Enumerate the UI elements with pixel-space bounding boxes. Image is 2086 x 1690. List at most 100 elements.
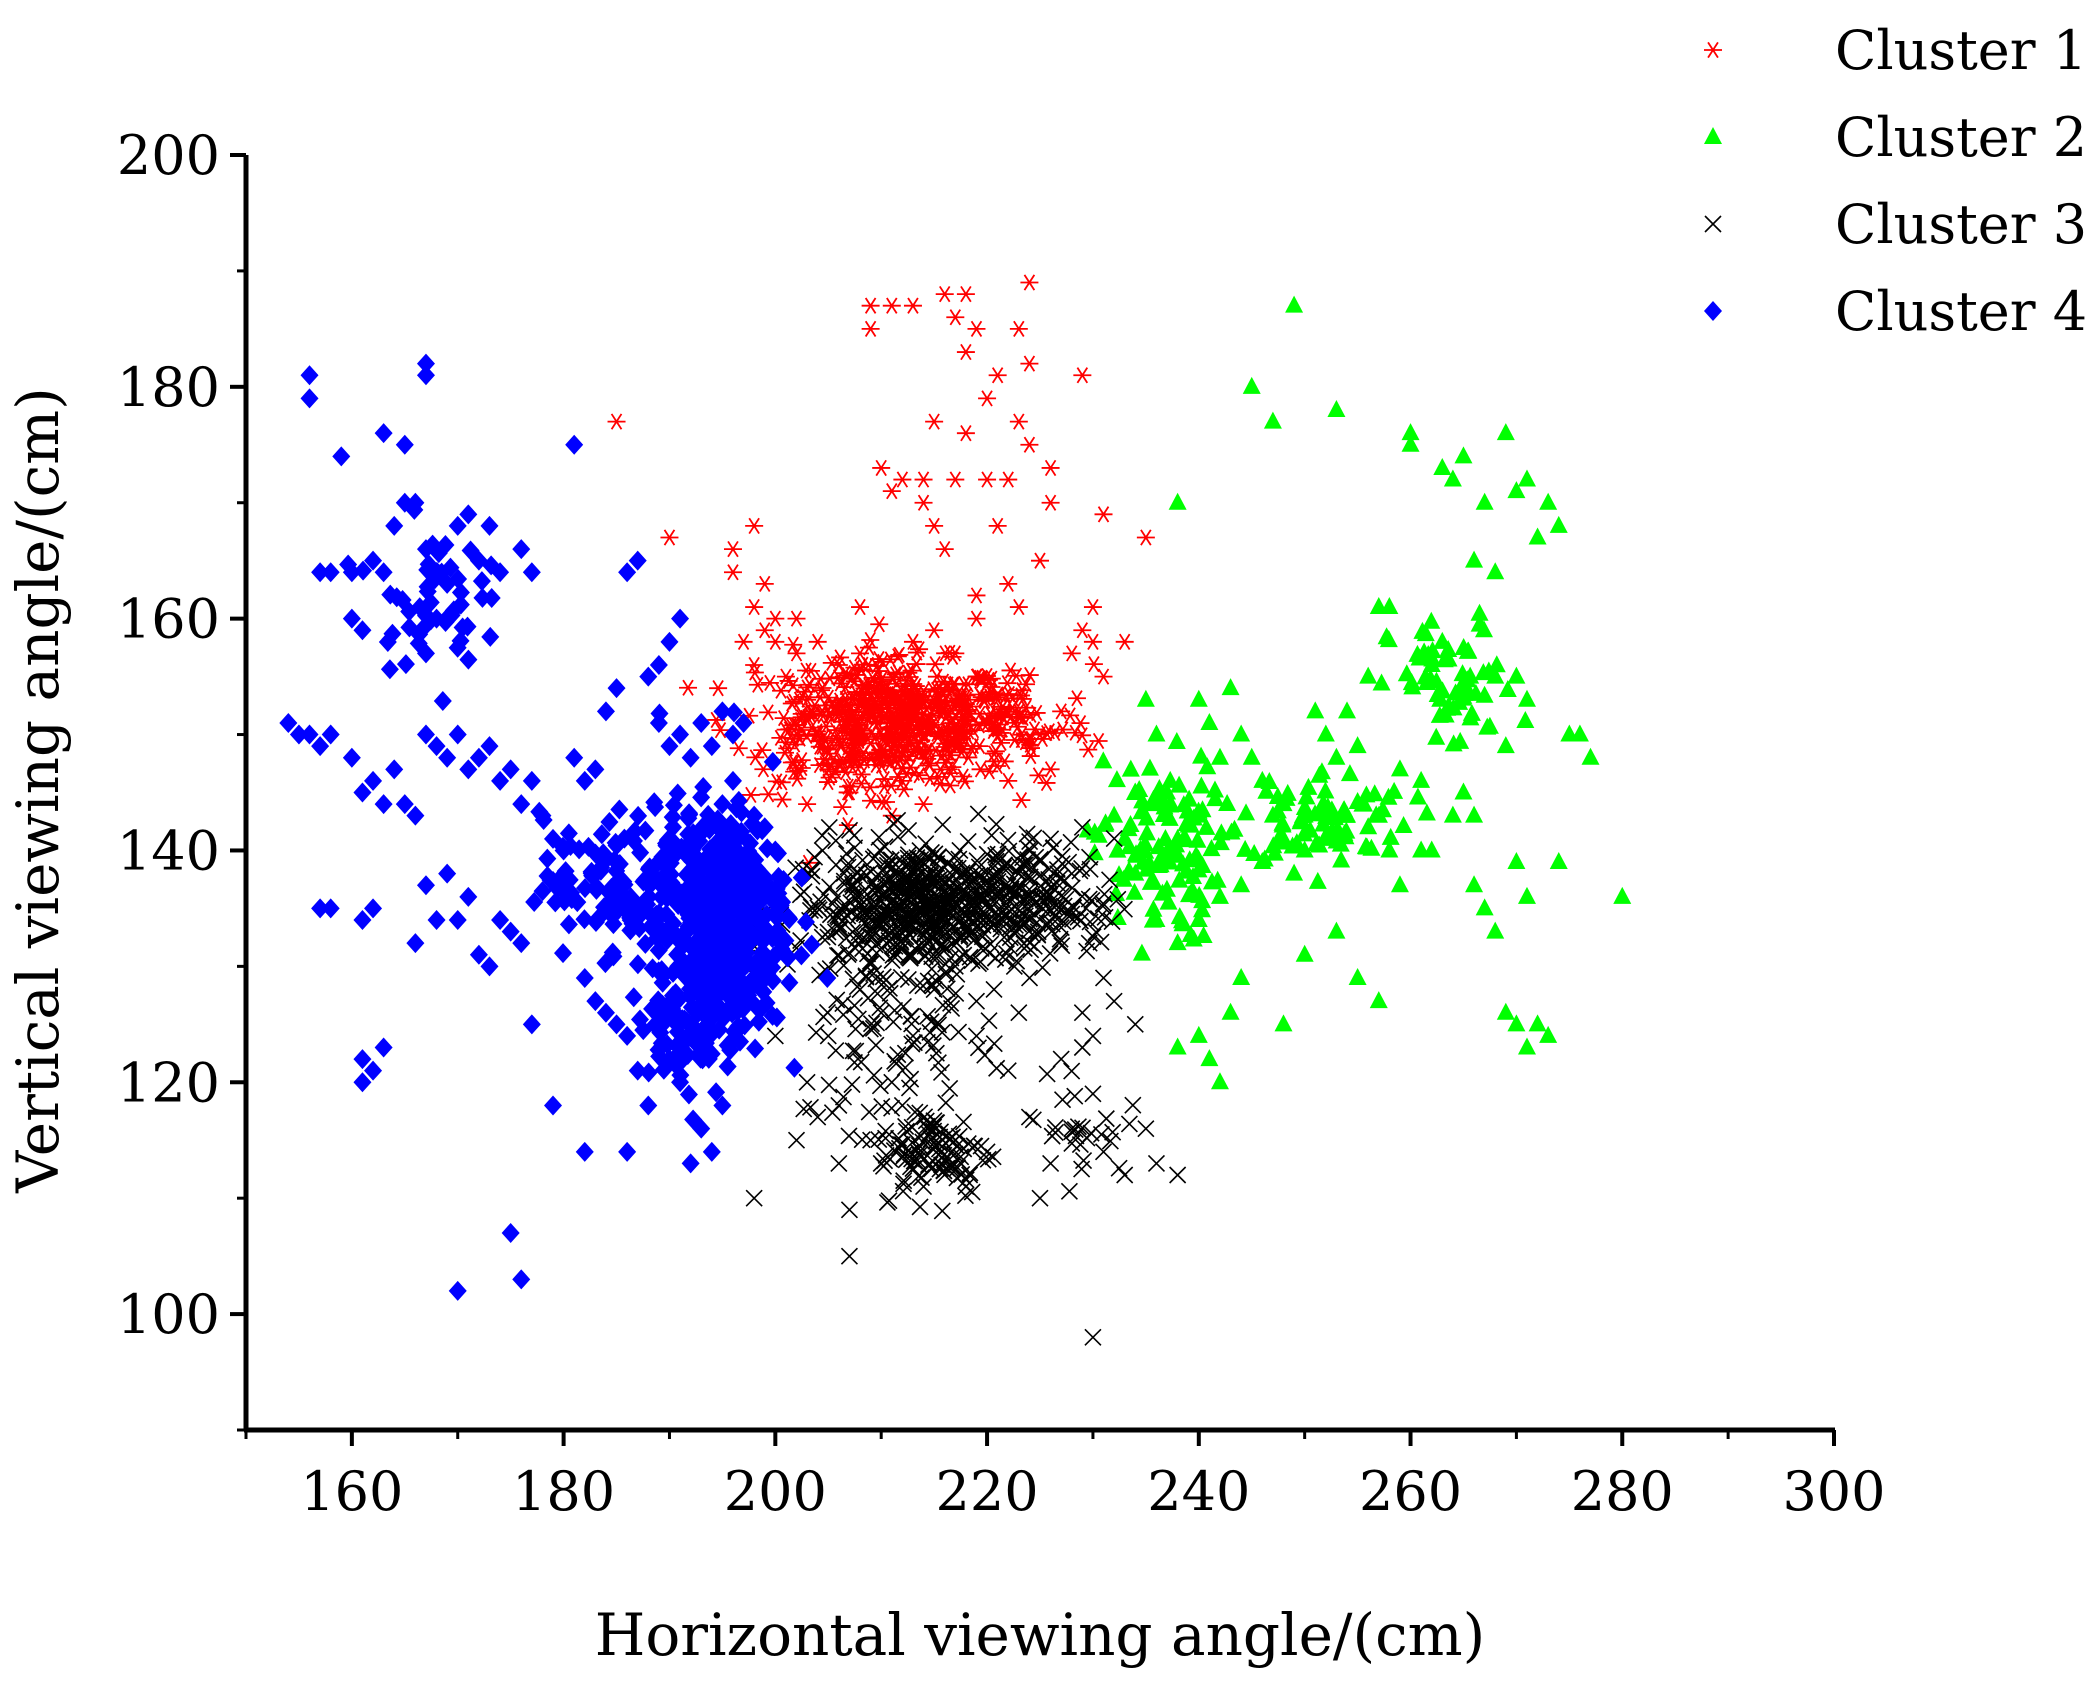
data-point — [903, 1035, 921, 1053]
data-point — [1314, 814, 1333, 832]
data-point — [1188, 830, 1207, 848]
data-point — [1094, 506, 1113, 523]
data-point — [1478, 717, 1497, 735]
data-point — [1126, 863, 1145, 881]
data-point — [845, 868, 863, 886]
data-point — [999, 772, 1018, 790]
data-point — [1193, 891, 1212, 909]
data-point — [886, 1052, 904, 1070]
data-point — [1053, 847, 1071, 865]
data-point — [1465, 805, 1484, 823]
data-point — [1020, 436, 1039, 453]
y-tick-label-180: 180 — [117, 356, 220, 419]
data-point — [967, 668, 986, 685]
data-point — [1221, 678, 1240, 696]
data-point — [840, 1201, 859, 1219]
data-point — [1517, 689, 1536, 707]
data-point — [772, 682, 791, 699]
x-tick-label-160: 160 — [300, 1460, 403, 1523]
data-point — [1517, 886, 1536, 904]
data-point — [1197, 817, 1216, 835]
data-point — [1253, 852, 1272, 870]
y-tick-label-160: 160 — [117, 588, 220, 651]
data-point — [681, 747, 700, 768]
data-point — [1105, 992, 1123, 1010]
data-point — [889, 828, 907, 846]
data-point — [1295, 805, 1314, 823]
data-point — [967, 1027, 986, 1045]
data-point — [554, 943, 573, 964]
data-point — [1004, 714, 1023, 731]
data-point — [1549, 852, 1568, 870]
data-point — [1332, 850, 1351, 868]
legend-marker-4 — [1704, 301, 1722, 321]
data-point — [862, 792, 881, 809]
data-point — [956, 695, 975, 713]
x-tick-label-200: 200 — [724, 1460, 827, 1523]
data-point — [1066, 724, 1085, 741]
x-tick-label-260: 260 — [1359, 1460, 1462, 1523]
data-point — [1475, 492, 1494, 510]
data-point — [789, 762, 808, 779]
data-point — [522, 562, 541, 583]
data-point — [1486, 666, 1505, 684]
legend-item-2: Cluster 2 — [1704, 106, 2086, 169]
data-point — [1133, 852, 1152, 870]
data-point — [448, 910, 467, 930]
data-point — [925, 413, 944, 430]
data-point — [1496, 423, 1515, 441]
data-point — [905, 764, 924, 782]
data-point — [776, 668, 795, 685]
data-point — [1062, 833, 1080, 851]
data-point — [830, 692, 849, 709]
data-point — [1354, 794, 1373, 812]
data-point — [869, 650, 888, 668]
data-point — [923, 960, 941, 978]
data-point — [1020, 355, 1039, 372]
data-point — [908, 977, 926, 995]
data-point — [868, 714, 887, 731]
data-point — [813, 842, 832, 860]
data-point — [1037, 774, 1056, 792]
data-point — [907, 741, 926, 758]
data-point — [978, 471, 997, 488]
data-point — [835, 956, 853, 974]
data-point — [829, 656, 848, 674]
data-point — [937, 1094, 955, 1112]
data-point — [1475, 898, 1494, 916]
data-point — [1487, 655, 1506, 673]
data-point — [843, 1076, 861, 1094]
data-point — [988, 757, 1007, 775]
data-point — [1232, 967, 1251, 985]
data-point — [1444, 734, 1463, 752]
data-point — [1083, 633, 1102, 650]
data-point — [940, 725, 959, 742]
data-point — [1009, 413, 1028, 430]
data-point — [953, 723, 972, 740]
series-cluster-4 — [279, 353, 837, 1301]
data-point — [1170, 775, 1189, 793]
data-point — [1116, 1166, 1134, 1184]
data-point — [806, 848, 824, 866]
data-point — [1125, 882, 1144, 900]
data-point — [1144, 899, 1163, 917]
data-point — [1009, 703, 1028, 720]
data-point — [890, 736, 909, 754]
data-point — [914, 471, 933, 488]
data-point — [1443, 469, 1462, 487]
data-point — [1060, 1182, 1078, 1200]
data-point — [1045, 724, 1064, 742]
data-point — [1149, 855, 1168, 873]
data-point — [787, 645, 806, 662]
data-point — [892, 968, 910, 987]
data-point — [1412, 840, 1431, 858]
data-point — [512, 794, 531, 815]
data-point — [819, 928, 837, 946]
data-point — [988, 721, 1007, 738]
data-point — [934, 816, 952, 834]
data-point — [481, 626, 500, 647]
data-point — [855, 677, 874, 694]
data-point — [1105, 805, 1124, 823]
data-point — [969, 955, 988, 973]
data-point — [1486, 921, 1505, 939]
